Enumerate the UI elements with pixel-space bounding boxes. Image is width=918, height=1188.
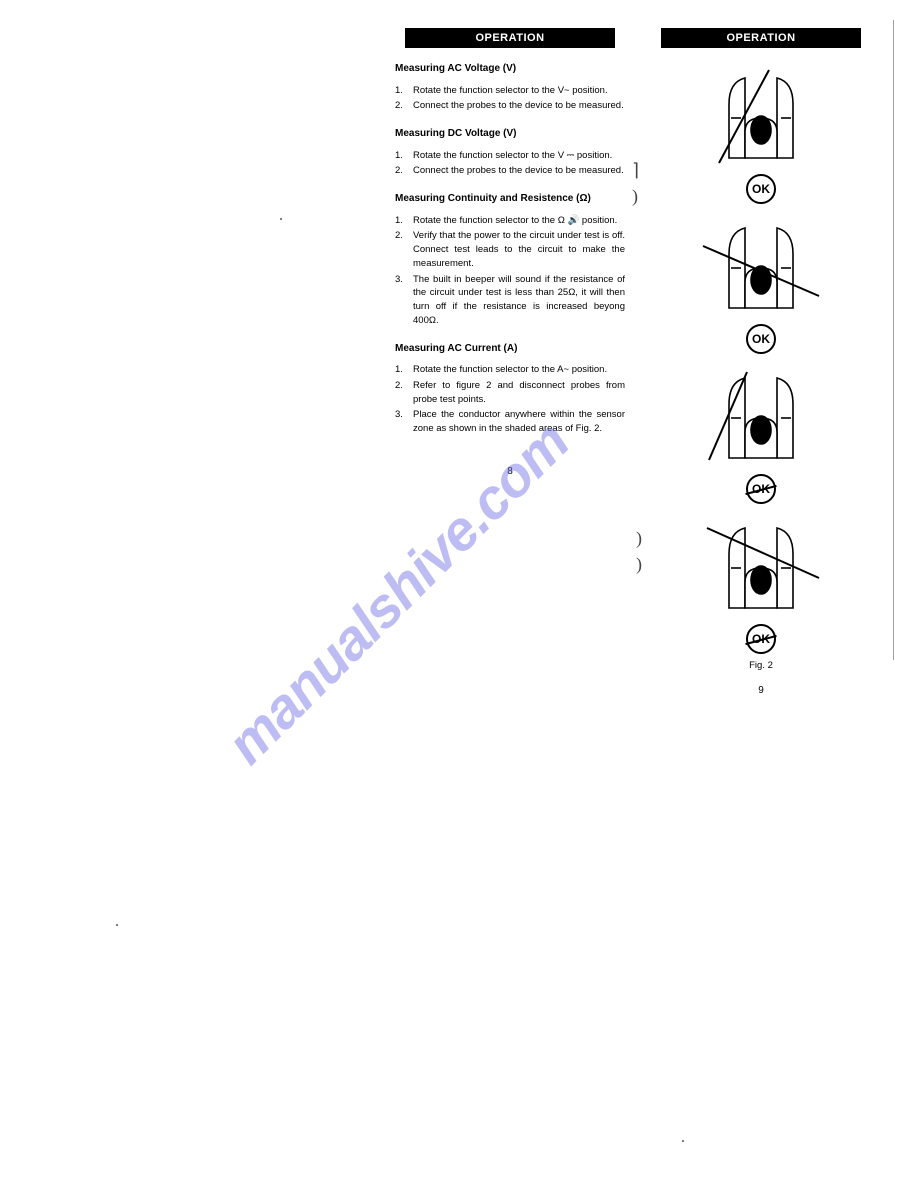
section-title-dc-voltage: Measuring DC Voltage (V) [395, 127, 625, 141]
list-item: Rotate the function selector to the V~ p… [413, 84, 625, 98]
left-column: OPERATION Measuring AC Voltage (V) 1.Rot… [395, 28, 625, 696]
list-number: 2. [395, 164, 413, 178]
page-number-right: 9 [758, 685, 764, 696]
list-number: 1. [395, 84, 413, 98]
figure-panel: OK [701, 68, 821, 204]
list-item: Rotate the function selector to the Ω 🔊 … [413, 214, 625, 228]
figure-2-panels: OK OK [701, 68, 821, 654]
list-item: Rotate the function selector to the A~ p… [413, 363, 625, 377]
list-item: Rotate the function selector to the V ⎓ … [413, 149, 625, 163]
scan-mark-icon: ) [632, 186, 638, 207]
operation-header-right: OPERATION [661, 28, 861, 48]
list-item: Refer to figure 2 and disconnect probes … [413, 379, 625, 407]
list-number: 2. [395, 99, 413, 113]
right-column: OPERATION OK [661, 28, 861, 696]
section-title-ac-current: Measuring AC Current (A) [395, 342, 625, 356]
scan-mark-icon: ) [636, 528, 642, 549]
section-title-continuity: Measuring Continuity and Resistence (Ω) [395, 192, 625, 206]
clamp-meter-icon [701, 518, 821, 618]
list-number: 2. [395, 379, 413, 407]
list-item: Connect the probes to the device to be m… [413, 164, 625, 178]
ok-label: OK [752, 632, 770, 646]
page-number-left: 8 [395, 466, 625, 477]
scan-edge-line [893, 20, 894, 660]
ok-label: OK [752, 182, 770, 196]
list-number: 2. [395, 229, 413, 270]
ok-badge: OK [746, 324, 776, 354]
clamp-meter-icon [701, 218, 821, 318]
not-ok-badge: OK [746, 474, 776, 504]
figure-caption: Fig. 2 [749, 660, 773, 671]
figure-panel: OK [701, 368, 821, 504]
list-dc-voltage: 1.Rotate the function selector to the V … [395, 149, 625, 179]
not-ok-badge: OK [746, 624, 776, 654]
list-ac-voltage: 1.Rotate the function selector to the V~… [395, 84, 625, 114]
list-item: Verify that the power to the circuit und… [413, 229, 625, 270]
list-ac-current: 1.Rotate the function selector to the A~… [395, 363, 625, 436]
scan-mark-icon: ) [636, 554, 642, 575]
list-continuity: 1.Rotate the function selector to the Ω … [395, 214, 625, 328]
list-number: 1. [395, 149, 413, 163]
list-number: 1. [395, 363, 413, 377]
list-item: Connect the probes to the device to be m… [413, 99, 625, 113]
list-number: 3. [395, 273, 413, 328]
operation-header-left: OPERATION [405, 28, 615, 48]
figure-panel: OK [701, 518, 821, 654]
list-number: 3. [395, 408, 413, 436]
clamp-meter-icon [701, 68, 821, 168]
list-item: The built in beeper will sound if the re… [413, 273, 625, 328]
list-item: Place the conductor anywhere within the … [413, 408, 625, 436]
ok-label: OK [752, 482, 770, 496]
ok-badge: OK [746, 174, 776, 204]
list-number: 1. [395, 214, 413, 228]
scan-speck-icon [280, 218, 282, 220]
ok-label: OK [752, 332, 770, 346]
scan-speck-icon [116, 924, 118, 926]
scan-mark-icon: ⌉ [632, 160, 639, 181]
clamp-meter-icon [701, 368, 821, 468]
figure-panel: OK [701, 218, 821, 354]
section-title-ac-voltage: Measuring AC Voltage (V) [395, 62, 625, 76]
scan-speck-icon [682, 1140, 684, 1142]
